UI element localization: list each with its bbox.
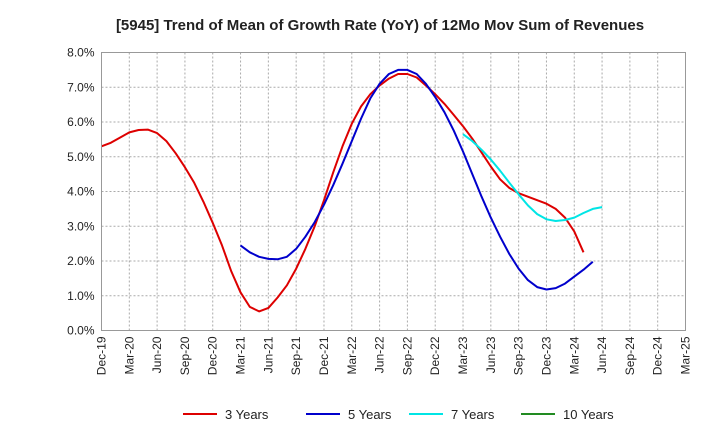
x-tick-label: Mar-21 bbox=[234, 336, 248, 374]
y-tick-label: 1.0% bbox=[67, 289, 95, 303]
legend-label: 5 Years bbox=[348, 407, 392, 422]
y-axis-ticks: 0.0% 1.0% 2.0% 3.0% 4.0% 5.0% 6.0% 7.0% 8.0% bbox=[67, 46, 95, 338]
legend-label: 10 Years bbox=[563, 407, 614, 422]
y-tick-label: 4.0% bbox=[67, 185, 95, 199]
x-tick-label: Dec-23 bbox=[539, 336, 553, 375]
y-tick-label: 8.0% bbox=[67, 46, 95, 60]
plot-border bbox=[101, 52, 686, 331]
y-tick-label: 5.0% bbox=[67, 150, 95, 164]
x-tick-label: Dec-20 bbox=[206, 336, 220, 375]
x-tick-label: Sep-22 bbox=[400, 336, 414, 375]
x-tick-label: Mar-23 bbox=[456, 336, 470, 374]
series-layer bbox=[101, 68, 603, 313]
x-tick-label: Jun-20 bbox=[150, 336, 164, 373]
x-tick-label: Dec-22 bbox=[428, 336, 442, 375]
x-tick-label: Sep-23 bbox=[512, 336, 526, 375]
series-line-5-years bbox=[239, 68, 594, 291]
x-tick-label: Jun-22 bbox=[373, 336, 387, 373]
series-line-7-years bbox=[462, 133, 603, 222]
x-tick-label: Sep-20 bbox=[178, 336, 192, 375]
x-tick-label: Jun-21 bbox=[261, 336, 275, 373]
x-tick-label: Sep-24 bbox=[623, 336, 637, 375]
x-tick-label: Jun-23 bbox=[484, 336, 498, 373]
x-tick-label: Mar-24 bbox=[567, 336, 581, 374]
x-tick-label: Dec-19 bbox=[95, 336, 109, 375]
y-tick-label: 0.0% bbox=[67, 324, 95, 338]
legend: 3 Years 5 Years 7 Years 10 Years bbox=[183, 407, 614, 422]
legend-label: 3 Years bbox=[225, 407, 269, 422]
y-tick-label: 2.0% bbox=[67, 254, 95, 268]
x-axis-ticks: Dec-19 Mar-20 Jun-20 Sep-20 Dec-20 Mar-21 Jun-… bbox=[95, 336, 693, 375]
x-tick-label: Jun-24 bbox=[595, 336, 609, 373]
y-tick-label: 3.0% bbox=[67, 219, 95, 233]
x-tick-label: Dec-21 bbox=[317, 336, 331, 375]
chart-title: [5945] Trend of Mean of Growth Rate (YoY… bbox=[116, 17, 644, 34]
y-tick-label: 7.0% bbox=[67, 80, 95, 94]
x-tick-label: Mar-22 bbox=[345, 336, 359, 374]
legend-label: 7 Years bbox=[451, 407, 495, 422]
x-tick-label: Mar-25 bbox=[679, 336, 693, 374]
y-tick-label: 6.0% bbox=[67, 115, 95, 129]
x-tick-label: Mar-20 bbox=[122, 336, 136, 374]
x-tick-label: Dec-24 bbox=[651, 336, 665, 375]
x-tick-label: Sep-21 bbox=[289, 336, 303, 375]
series-line-3-years bbox=[101, 73, 585, 313]
